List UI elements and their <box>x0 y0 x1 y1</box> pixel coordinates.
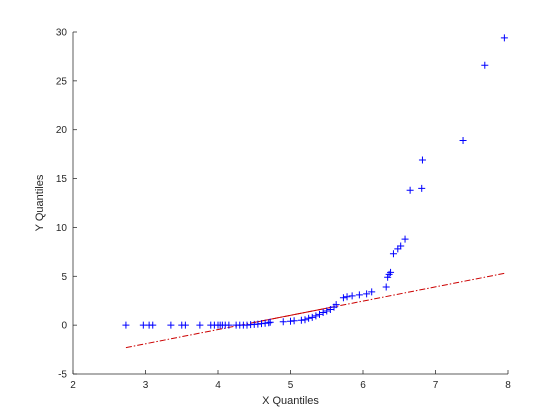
data-point-58 <box>481 61 489 69</box>
y-tick-label-4: 15 <box>56 174 68 185</box>
data-point-52 <box>397 242 405 250</box>
x-tick-label-6: 8 <box>505 380 511 391</box>
data-point-14 <box>225 321 233 329</box>
y-tick-label-3: 10 <box>56 223 68 234</box>
reference-line <box>125 272 505 349</box>
data-point-41 <box>343 293 351 301</box>
data-point-0 <box>122 321 130 329</box>
data-point-54 <box>406 186 414 194</box>
data-points <box>122 34 508 329</box>
data-point-51 <box>394 245 402 253</box>
data-point-25 <box>266 318 274 326</box>
data-point-53 <box>401 235 409 243</box>
x-tick-label-4: 6 <box>360 380 366 391</box>
x-axis-ticks: 2 3 4 5 6 7 8 <box>70 370 511 391</box>
data-point-26 <box>279 318 287 326</box>
x-tick-label-1: 3 <box>143 380 149 391</box>
y-axis-label: Y Quantiles <box>34 174 46 231</box>
y-tick-label-2: 5 <box>61 272 67 283</box>
data-point-36 <box>323 307 331 315</box>
reference-line-fit <box>254 306 335 323</box>
x-axis-label: X Quantiles <box>262 395 319 407</box>
x-tick-label-5: 7 <box>433 380 439 391</box>
data-point-44 <box>363 290 371 298</box>
y-tick-label-7: 30 <box>56 28 68 39</box>
x-tick-label-3: 5 <box>288 380 294 391</box>
data-point-3 <box>149 321 157 329</box>
data-point-33 <box>312 312 320 320</box>
data-point-46 <box>382 283 390 291</box>
data-point-42 <box>348 292 356 300</box>
y-tick-label-6: 25 <box>56 76 68 87</box>
data-point-6 <box>181 321 189 329</box>
plot-area: -5 0 5 10 15 20 25 30 2 3 4 5 6 7 8 <box>56 28 511 392</box>
data-point-47 <box>384 273 392 281</box>
data-point-31 <box>305 314 313 322</box>
data-point-34 <box>316 310 323 318</box>
data-point-39 <box>332 301 340 309</box>
y-tick-label-5: 20 <box>56 125 68 136</box>
y-axis-ticks: -5 0 5 10 15 20 25 30 <box>56 28 77 381</box>
y-tick-label-0: -5 <box>58 370 67 381</box>
x-tick-label-2: 4 <box>215 380 221 391</box>
data-point-40 <box>339 294 347 302</box>
data-point-37 <box>326 306 334 314</box>
data-point-59 <box>500 34 508 42</box>
data-point-43 <box>355 291 363 299</box>
data-point-55 <box>418 184 426 192</box>
y-tick-label-1: 0 <box>61 321 67 332</box>
data-point-35 <box>319 308 327 316</box>
data-point-50 <box>389 250 397 258</box>
data-point-4 <box>167 321 175 329</box>
x-tick-label-0: 2 <box>70 380 76 391</box>
data-point-56 <box>418 156 426 164</box>
data-point-45 <box>368 288 376 296</box>
data-point-49 <box>387 268 395 276</box>
data-point-7 <box>196 321 204 329</box>
data-point-28 <box>290 317 298 325</box>
data-point-30 <box>301 316 309 324</box>
data-point-57 <box>459 136 467 144</box>
data-point-32 <box>308 313 316 321</box>
